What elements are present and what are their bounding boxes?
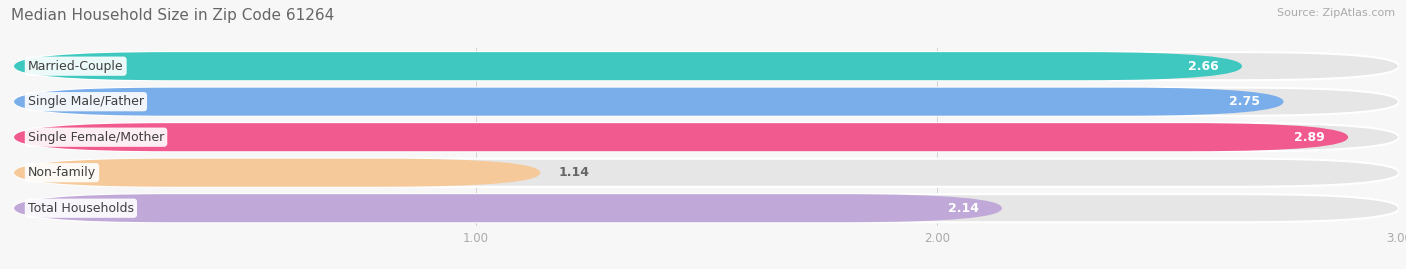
FancyBboxPatch shape: [14, 194, 1002, 222]
FancyBboxPatch shape: [14, 123, 1348, 151]
FancyBboxPatch shape: [14, 52, 1399, 80]
Text: Non-family: Non-family: [28, 166, 96, 179]
Text: Single Female/Mother: Single Female/Mother: [28, 131, 165, 144]
FancyBboxPatch shape: [14, 88, 1284, 116]
Text: 2.89: 2.89: [1295, 131, 1324, 144]
Text: 2.66: 2.66: [1188, 60, 1219, 73]
Text: Median Household Size in Zip Code 61264: Median Household Size in Zip Code 61264: [11, 8, 335, 23]
Text: 1.14: 1.14: [558, 166, 589, 179]
FancyBboxPatch shape: [14, 194, 1399, 222]
Text: Single Male/Father: Single Male/Father: [28, 95, 143, 108]
FancyBboxPatch shape: [14, 159, 540, 187]
Text: Married-Couple: Married-Couple: [28, 60, 124, 73]
Text: 2.75: 2.75: [1229, 95, 1261, 108]
Text: 2.14: 2.14: [948, 202, 979, 215]
FancyBboxPatch shape: [14, 88, 1399, 116]
FancyBboxPatch shape: [14, 123, 1399, 151]
FancyBboxPatch shape: [14, 159, 1399, 187]
Text: Source: ZipAtlas.com: Source: ZipAtlas.com: [1277, 8, 1395, 18]
FancyBboxPatch shape: [14, 52, 1241, 80]
Text: Total Households: Total Households: [28, 202, 134, 215]
